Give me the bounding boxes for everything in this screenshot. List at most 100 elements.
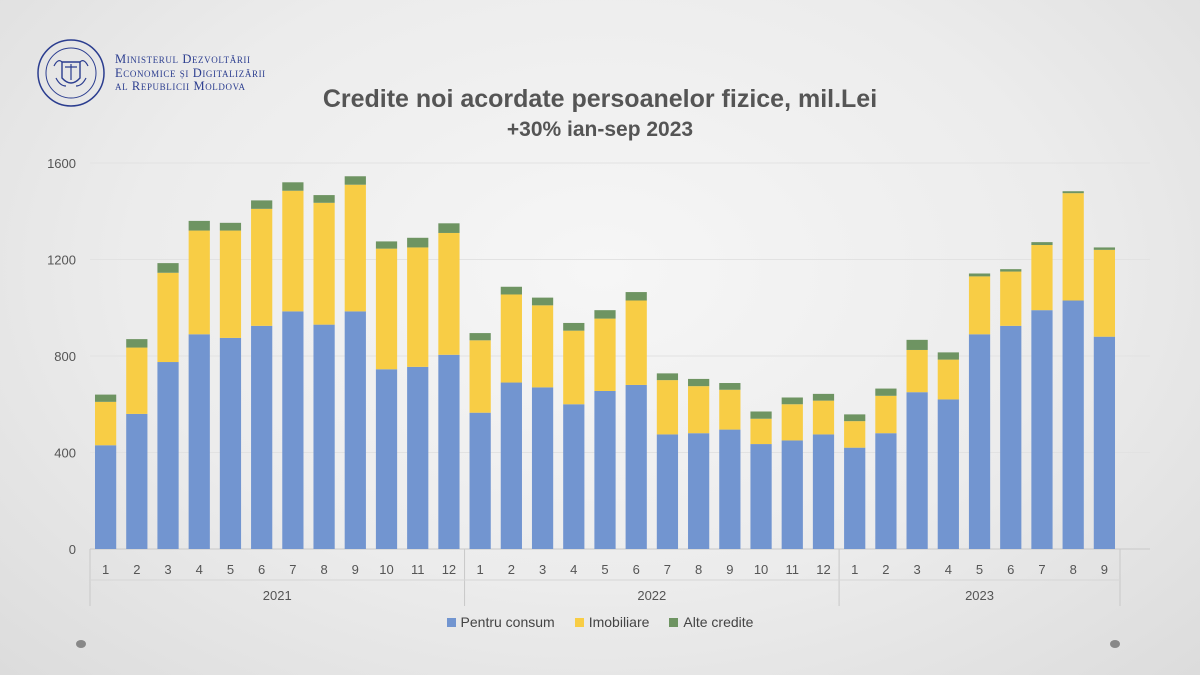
bar-segment-imobiliare <box>313 202 335 325</box>
y-tick-label: 400 <box>54 446 76 461</box>
y-tick-label: 800 <box>54 349 76 364</box>
bar-segment-alte <box>875 388 897 396</box>
x-tick-label: 4 <box>570 562 577 577</box>
nav-dot-right <box>1110 640 1120 648</box>
bar-segment-consum <box>438 354 460 549</box>
x-tick-label: 9 <box>726 562 733 577</box>
bar-segment-consum <box>344 311 366 549</box>
x-tick-label: 8 <box>695 562 702 577</box>
x-tick-label: 6 <box>1007 562 1014 577</box>
x-tick-label: 8 <box>320 562 327 577</box>
bar-segment-imobiliare <box>1093 249 1116 337</box>
bar-segment-imobiliare <box>937 359 959 400</box>
bar-segment-imobiliare <box>188 230 210 335</box>
bar-segment-consum <box>94 445 117 549</box>
bar-segment-consum <box>1000 325 1022 549</box>
bar-segment-consum <box>219 337 242 549</box>
bar-segment-consum <box>719 429 741 549</box>
bar-segment-consum <box>875 433 897 549</box>
bar-segment-alte <box>438 223 460 233</box>
bar-segment-consum <box>469 412 491 549</box>
bar-segment-imobiliare <box>719 389 741 430</box>
bar-segment-alte <box>500 286 522 295</box>
bar-segment-imobiliare <box>625 300 647 385</box>
legend-item-imobiliare: Imobiliare <box>574 614 650 630</box>
bar-segment-alte <box>937 352 959 360</box>
bar-segment-alte <box>812 393 835 401</box>
bar-segment-alte <box>375 241 398 249</box>
bar-segment-imobiliare <box>219 230 242 338</box>
bar-segment-imobiliare <box>282 190 304 312</box>
bar-segment-alte <box>1093 247 1116 250</box>
x-tick-label: 11 <box>786 562 800 577</box>
bar-segment-imobiliare <box>563 330 585 405</box>
ministry-name: Ministerul Dezvoltării Economice și Digi… <box>115 52 266 94</box>
x-tick-label: 5 <box>227 562 234 577</box>
bar-segment-imobiliare <box>906 349 928 393</box>
x-tick-label: 4 <box>196 562 203 577</box>
bar-segment-alte <box>282 182 304 191</box>
bar-segment-imobiliare <box>812 400 835 435</box>
x-tick-label: 3 <box>164 562 171 577</box>
group-label: 2021 <box>263 588 292 603</box>
x-tick-label: 7 <box>1038 562 1045 577</box>
bar-segment-imobiliare <box>126 347 148 414</box>
bar-segment-alte <box>126 339 148 348</box>
bar-segment-imobiliare <box>407 247 429 367</box>
bar-segment-consum <box>1093 336 1116 549</box>
bar-segment-imobiliare <box>438 232 460 355</box>
bar-segment-imobiliare <box>251 208 273 326</box>
x-tick-label: 11 <box>411 562 425 577</box>
chart-subtitle: +30% ian-sep 2023 <box>506 118 694 141</box>
bar-segment-consum <box>251 325 273 549</box>
bar-segment-imobiliare <box>500 294 522 383</box>
x-tick-label: 2 <box>133 562 140 577</box>
x-tick-label: 1 <box>851 562 858 577</box>
bar-segment-imobiliare <box>375 248 398 370</box>
bar-segment-alte <box>1000 269 1022 272</box>
y-tick-label: 1200 <box>47 253 76 268</box>
bar-segment-alte <box>968 273 991 277</box>
legend-item-consum: Pentru consum <box>446 614 555 630</box>
bar-segment-alte <box>344 176 366 185</box>
bar-segment-consum <box>812 434 835 549</box>
bar-segment-consum <box>282 311 304 549</box>
legend-label-alte: Alte credite <box>683 614 754 630</box>
bar-segment-alte <box>844 414 866 422</box>
bar-segment-alte <box>906 339 928 350</box>
legend-swatch-imobiliare <box>574 617 584 627</box>
bar-segment-consum <box>906 392 928 549</box>
legend-label-imobiliare: Imobiliare <box>588 614 650 630</box>
bar-segment-consum <box>968 334 991 549</box>
bar-segment-alte <box>563 322 585 331</box>
bar-segment-alte <box>1031 242 1053 246</box>
bar-segment-alte <box>719 383 741 390</box>
x-tick-label: 1 <box>477 562 484 577</box>
bar-segment-imobiliare <box>344 184 366 312</box>
bar-segment-consum <box>563 404 585 549</box>
bar-segment-alte <box>251 200 273 209</box>
bar-segment-alte <box>188 220 210 231</box>
bar-segment-consum <box>750 444 772 549</box>
bar-segment-imobiliare <box>688 386 710 434</box>
legend: Pentru consum Imobiliare Alte credite <box>0 614 1200 630</box>
bar-segment-alte <box>750 411 772 419</box>
x-tick-label: 9 <box>1101 562 1108 577</box>
bar-segment-imobiliare <box>157 272 179 363</box>
bar-segment-imobiliare <box>1031 245 1053 311</box>
bar-segment-alte <box>688 378 710 387</box>
y-tick-label: 0 <box>69 542 76 557</box>
x-tick-label: 2 <box>882 562 889 577</box>
bar-segment-imobiliare <box>594 318 616 391</box>
bar-segment-alte <box>313 195 335 203</box>
legend-swatch-alte <box>669 617 679 627</box>
bar-segment-consum <box>688 433 710 549</box>
x-tick-label: 12 <box>816 562 830 577</box>
bar-segment-consum <box>188 334 210 549</box>
legend-item-alte: Alte credite <box>669 614 753 630</box>
nav-dot-left <box>76 640 86 648</box>
bar-segment-alte <box>94 394 117 402</box>
ministry-line-3: al Republicii Moldova <box>115 79 246 93</box>
x-tick-label: 10 <box>754 562 768 577</box>
